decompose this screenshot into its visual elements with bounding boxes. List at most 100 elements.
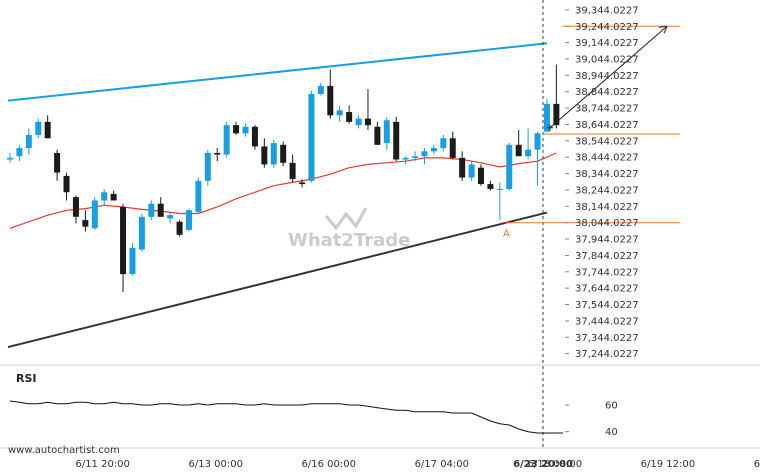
candle [346,105,353,124]
candle [44,115,51,139]
candle-body [543,103,550,132]
candle-body [317,85,324,95]
rsi-label: RSI [16,372,37,385]
candle-body [440,138,447,149]
y-tick-label: 37,944.0227 [575,235,639,246]
candle [468,161,475,181]
candle-body [129,247,136,275]
candle [138,213,145,252]
candle-body [459,157,466,178]
candle [355,115,362,129]
y-tick-label: 37,444.0227 [575,316,639,327]
candle [515,130,522,157]
candle [101,188,108,206]
candle [214,148,221,162]
candle [157,197,164,217]
candle-body [478,167,484,185]
candle-body [515,144,522,157]
y-tick-label: 37,644.0227 [575,284,639,295]
forecast-start-marker-icon [547,124,553,131]
forecast-arrow-head-icon [658,25,668,34]
y-tick-label: 39,244.0227 [575,22,639,33]
y-tick-label: 38,944.0227 [575,71,639,82]
candle-body [223,125,230,155]
candle-body [185,210,192,230]
candle [167,211,174,224]
x-tick-label: 6/23 20:00 [513,459,573,470]
candle-body [468,164,475,178]
candle-body [487,184,494,189]
candle [506,143,513,191]
candle-body [63,175,70,193]
breakout-label: A [503,229,510,240]
y-tick-label: 37,244.0227 [575,349,639,360]
candle-body [242,126,249,134]
candle [129,242,136,276]
candle [110,190,117,201]
forecast-arrow-line [549,25,668,129]
candle [242,123,249,137]
x-tick-label: 6/20 16:00 [754,459,760,470]
watermark: What2Trade [288,207,410,251]
y-axis: 39,344.0227 39,244.0227 39,144.0227 39,044.… [565,5,639,360]
candle [364,89,371,131]
candle [35,118,42,139]
candle [280,141,287,167]
candle [336,105,343,122]
candle-body [299,182,306,185]
rsi-panel: RSI 60 40 [9,372,618,438]
candle-body [525,149,532,157]
candle-body [506,144,513,189]
candle [440,134,447,152]
candle [317,82,324,96]
rsi-line [9,400,557,434]
candle-body [270,143,277,165]
candle [7,152,13,163]
candle-body [383,120,390,144]
candle-body [16,148,23,157]
candle [63,172,70,201]
candle-body [251,126,258,147]
candle [72,195,79,224]
rsi-level-label: 60 [605,401,618,412]
candle [478,164,484,186]
candle-body [120,206,127,275]
candle [25,128,32,155]
y-tick-label: 38,744.0227 [575,104,639,115]
candle [534,131,541,186]
candle-body [195,180,202,212]
rsi-level-label: 40 [605,427,618,438]
candle [299,179,306,188]
pattern-overlay: A [7,0,680,448]
y-tick-label: 37,844.0227 [575,251,639,262]
candle [148,200,155,221]
candle-body [402,157,409,160]
candle-body [496,188,503,190]
candle [270,139,277,168]
candle-body [7,157,13,160]
candle-body [261,146,268,165]
y-tick-label: 38,444.0227 [575,153,639,164]
candle-body [82,220,89,227]
x-tick-label: 6/18 08:00 [528,459,582,470]
candle [525,128,532,160]
y-tick-label: 38,144.0227 [575,202,639,213]
y-tick-label: 39,344.0227 [575,5,639,16]
candle-body [534,133,541,150]
candle [459,151,466,181]
y-tick-label: 37,544.0227 [575,300,639,311]
watermark-logo-icon [324,207,368,231]
candle [91,197,98,230]
candle-body [393,121,400,160]
candle [176,220,183,237]
candle-body [421,151,428,157]
y-tick-label: 37,344.0227 [575,333,639,344]
x-tick-label: 6/19 12:00 [641,459,695,470]
candle [393,116,400,162]
y-tick-label: 38,344.0227 [575,169,639,180]
candle [308,90,315,183]
candle [204,149,211,186]
y-tick-label: 37,744.0227 [575,267,639,278]
candle-body [346,112,353,122]
candle-body [148,203,155,217]
